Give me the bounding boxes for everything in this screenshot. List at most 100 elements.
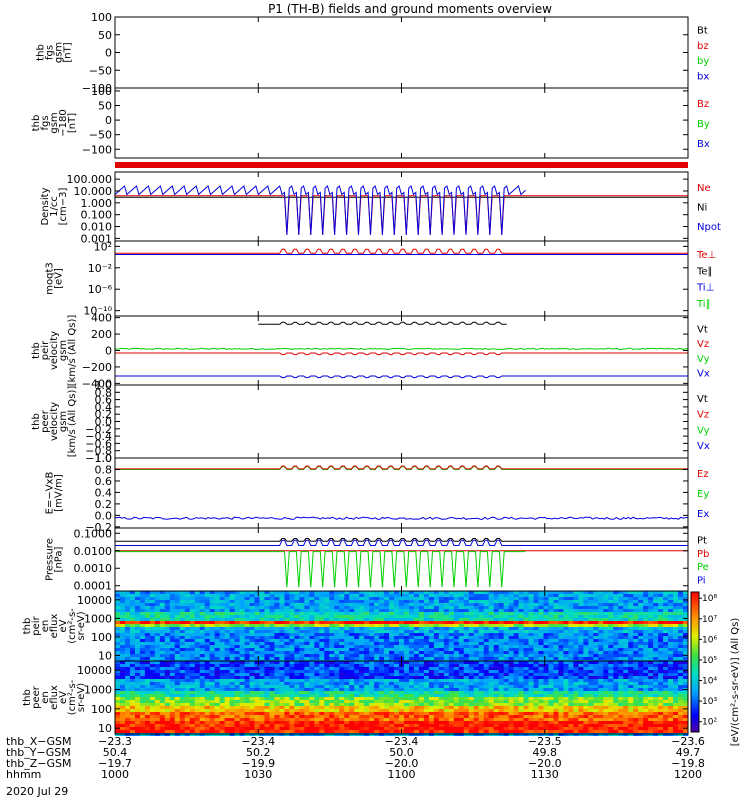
spectrogram-cell: [289, 670, 295, 673]
spectrogram-cell: [244, 639, 250, 642]
spectrogram-cell: [184, 633, 191, 636]
spectrogram-cell: [683, 657, 689, 660]
spectrogram-cell: [663, 676, 669, 679]
spectrogram-cell: [214, 612, 221, 615]
spectrogram-cell: [403, 639, 410, 642]
spectrogram-cell: [209, 654, 216, 657]
spectrogram-cell: [234, 700, 240, 703]
spectrogram-cell: [498, 591, 505, 594]
spectrogram-cell: [433, 597, 440, 600]
spectrogram-cell: [508, 682, 515, 685]
spectrogram-cell: [628, 697, 634, 700]
spectrogram-cell: [299, 642, 305, 645]
spectrogram-cell: [354, 618, 360, 621]
spectrogram-cell: [523, 700, 529, 703]
spectrogram-cell: [374, 606, 380, 609]
spectrogram-cell: [239, 627, 245, 630]
spectrogram-cell: [124, 597, 131, 600]
spectrogram-cell: [319, 603, 325, 606]
spectrogram-cell: [608, 703, 614, 706]
spectrogram-cell: [124, 673, 131, 676]
spectrogram-cell: [184, 676, 191, 679]
spectrogram-cell: [244, 667, 250, 670]
spectrogram-cell: [418, 706, 425, 709]
spectrogram-cell: [458, 688, 465, 691]
spectrogram-cell: [613, 642, 619, 645]
spectrogram-cell: [309, 700, 315, 703]
spectrogram-cell: [319, 694, 325, 697]
spectrogram-cell: [289, 645, 295, 648]
spectrogram-cell: [683, 639, 689, 642]
spectrogram-cell: [588, 636, 594, 639]
spectrogram-cell: [643, 697, 649, 700]
spectrogram-cell: [329, 651, 335, 654]
spectrogram-cell: [628, 597, 634, 600]
spectrogram-cell: [598, 591, 604, 594]
spectrogram-cell: [179, 600, 186, 603]
spectrogram-cell: [119, 667, 126, 670]
spectrogram-cell: [264, 600, 270, 603]
spectrogram-cell: [279, 615, 285, 618]
spectrogram-cell: [284, 664, 290, 667]
spectrogram-cell: [259, 682, 265, 685]
legend-label: Vt: [697, 394, 708, 405]
spectrogram-cell: [613, 609, 619, 612]
spectrogram-cell: [339, 636, 345, 639]
spectrogram-cell: [269, 639, 275, 642]
spectrogram-cell: [349, 639, 355, 642]
spectrogram-cell: [304, 621, 310, 624]
spectrogram-cell: [279, 667, 285, 670]
spectrogram-cell: [543, 706, 549, 709]
spectrogram-cell: [209, 612, 216, 615]
spectrogram-cell: [369, 633, 375, 636]
spectrogram-cell: [334, 682, 340, 685]
spectrogram-cell: [618, 603, 624, 606]
spectrogram-cell: [583, 706, 589, 709]
spectrogram-cell: [284, 606, 290, 609]
spectrogram-cell: [523, 703, 529, 706]
spectrogram-cell: [448, 676, 455, 679]
spectrogram-cell: [608, 670, 614, 673]
spectrogram-cell: [558, 694, 564, 697]
spectrogram-cell: [603, 618, 609, 621]
spectrogram-cell: [199, 612, 206, 615]
spectrogram-cell: [493, 603, 500, 606]
spectrogram-cell: [473, 645, 480, 648]
spectrogram-cell: [458, 676, 465, 679]
spectrogram-cell: [503, 691, 510, 694]
spectrogram-cell: [443, 624, 450, 627]
spectrogram-cell: [583, 591, 589, 594]
spectrogram-cell: [518, 600, 524, 603]
spectrogram-cell: [683, 700, 689, 703]
spectrogram-cell: [184, 594, 191, 597]
spectrogram-cell: [573, 624, 579, 627]
spectrogram-cell: [219, 618, 226, 621]
spectrogram-cell: [159, 642, 166, 645]
spectrogram-cell: [678, 673, 684, 676]
spectrogram-cell: [204, 664, 211, 667]
spectrogram-cell: [269, 618, 275, 621]
spectrogram-cell: [234, 645, 240, 648]
spectrogram-cell: [389, 621, 395, 624]
spectrogram-cell: [134, 694, 141, 697]
spectrogram-cell: [568, 591, 574, 594]
spectrogram-cell: [478, 664, 485, 667]
spectrogram-cell: [668, 591, 674, 594]
spectrogram-cell: [259, 591, 265, 594]
panel-frame: [114, 171, 689, 242]
spectrogram-cell: [279, 706, 285, 709]
spectrogram-cell: [324, 685, 330, 688]
spectrogram-cell: [169, 685, 176, 688]
spectrogram-cell: [458, 603, 465, 606]
spectrogram-cell: [149, 670, 156, 673]
spectrogram-cell: [468, 682, 475, 685]
spectrogram-cell: [149, 661, 156, 664]
spectrogram-cell: [428, 609, 435, 612]
spectrogram-cell: [159, 597, 166, 600]
spectrogram-cell: [673, 703, 679, 706]
spectrogram-cell: [249, 624, 255, 627]
ylabel-line: gsm: [58, 340, 69, 361]
spectrogram-cell: [209, 697, 216, 700]
spectrogram-cell: [204, 691, 211, 694]
spectrogram-cell: [663, 688, 669, 691]
